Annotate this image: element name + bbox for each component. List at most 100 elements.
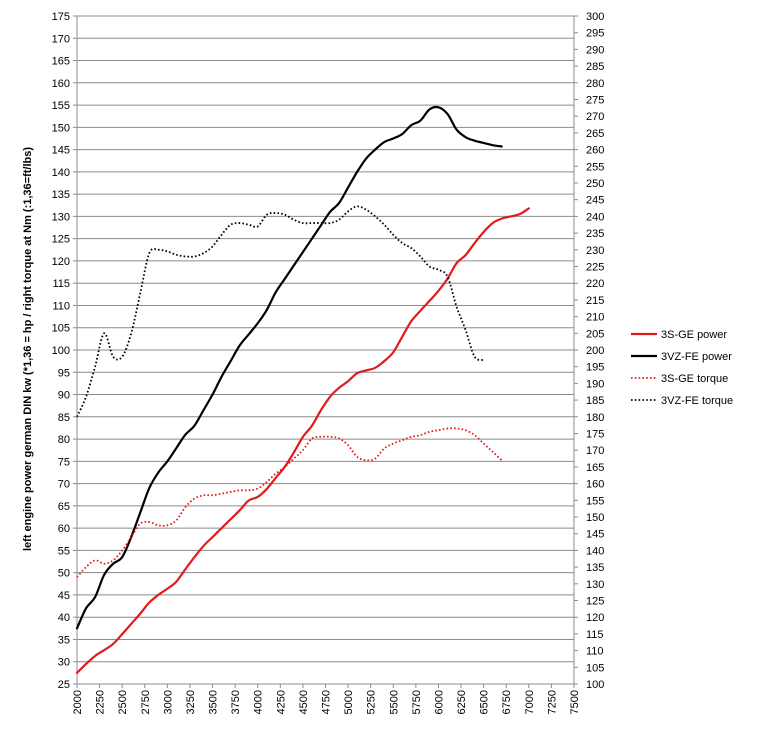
right-tick-label: 255 <box>586 161 604 173</box>
left-tick-label: 165 <box>52 56 70 68</box>
left-tick-label: 120 <box>52 256 70 268</box>
right-tick-label: 115 <box>586 629 604 641</box>
right-tick-label: 205 <box>586 328 604 340</box>
left-tick-label: 25 <box>58 679 70 691</box>
x-tick-label: 4000 <box>253 690 265 714</box>
legend-label: 3S-GE power <box>661 329 727 341</box>
right-tick-label: 215 <box>586 295 604 307</box>
left-tick-label: 140 <box>52 167 70 179</box>
left-tick-label: 65 <box>58 501 70 513</box>
right-tick-label: 185 <box>586 395 604 407</box>
right-tick-label: 275 <box>586 95 604 107</box>
right-tick-label: 260 <box>586 145 604 157</box>
x-axis-tick-labels: 2000 2250 2500 2750 3000 3250 3500 3750 4000 4250… <box>72 690 581 714</box>
x-tick-label: 7000 <box>524 690 536 714</box>
x-tick-label: 2500 <box>117 690 129 714</box>
left-tick-label: 55 <box>58 545 70 557</box>
right-tick-label: 220 <box>586 278 604 290</box>
left-tick-label: 45 <box>58 590 70 602</box>
left-tick-label: 160 <box>52 78 70 90</box>
axes <box>73 15 578 688</box>
left-tick-label: 155 <box>52 100 70 112</box>
right-axis-tick-labels: 100 105 110 115 120 125 130 135 140 145 150 155 160 1… <box>586 11 604 691</box>
left-tick-label: 80 <box>58 434 70 446</box>
right-tick-label: 190 <box>586 378 604 390</box>
legend-label: 3S-GE torque <box>661 373 728 385</box>
right-tick-label: 200 <box>586 345 604 357</box>
right-tick-label: 250 <box>586 178 604 190</box>
right-tick-label: 280 <box>586 78 604 90</box>
right-tick-label: 195 <box>586 362 604 374</box>
left-tick-label: 70 <box>58 479 70 491</box>
left-tick-label: 175 <box>52 11 70 23</box>
x-tick-label: 6000 <box>433 690 445 714</box>
right-tick-label: 210 <box>586 312 604 324</box>
right-tick-label: 235 <box>586 228 604 240</box>
left-tick-label: 75 <box>58 456 70 468</box>
right-tick-label: 125 <box>586 596 604 608</box>
x-tick-label: 7250 <box>546 690 558 714</box>
x-tick-label: 4750 <box>321 690 333 714</box>
right-tick-label: 120 <box>586 612 604 624</box>
right-tick-label: 245 <box>586 195 604 207</box>
left-tick-label: 90 <box>58 390 70 402</box>
series-line-4 <box>76 205 484 418</box>
x-tick-label: 6500 <box>479 690 491 714</box>
right-tick-label: 300 <box>586 11 604 23</box>
x-tick-label: 3250 <box>185 690 197 714</box>
left-tick-label: 30 <box>58 657 70 669</box>
left-tick-label: 35 <box>58 634 70 646</box>
left-tick-label: 170 <box>52 33 70 45</box>
x-tick-label: 2000 <box>72 690 84 714</box>
x-tick-label: 7500 <box>569 690 581 714</box>
left-tick-label: 130 <box>52 211 70 223</box>
left-tick-label: 110 <box>52 300 70 312</box>
series-lines <box>75 105 530 674</box>
x-tick-label: 5500 <box>388 690 400 714</box>
right-tick-label: 180 <box>586 412 604 424</box>
right-tick-label: 265 <box>586 128 604 140</box>
left-tick-label: 150 <box>52 122 70 134</box>
x-tick-label: 4250 <box>275 690 287 714</box>
right-tick-label: 285 <box>586 61 604 73</box>
x-tick-label: 3750 <box>230 690 242 714</box>
right-tick-label: 230 <box>586 245 604 257</box>
y-axis-label: left engine power german DIN kw (*1,36 =… <box>22 147 34 551</box>
right-tick-label: 290 <box>586 44 604 56</box>
horizontal-gridlines <box>77 15 574 685</box>
x-tick-label: 5250 <box>366 690 378 714</box>
x-tick-label: 2750 <box>140 690 152 714</box>
x-tick-label: 5000 <box>343 690 355 714</box>
right-tick-label: 110 <box>586 646 604 658</box>
right-tick-label: 105 <box>586 662 604 674</box>
left-tick-label: 115 <box>52 278 70 290</box>
left-tick-label: 125 <box>52 234 70 246</box>
x-tick-label: 5750 <box>411 690 423 714</box>
x-tick-label: 6750 <box>501 690 513 714</box>
x-tick-label: 6250 <box>456 690 468 714</box>
left-tick-label: 85 <box>58 412 70 424</box>
right-tick-label: 270 <box>586 111 604 123</box>
left-axis-tick-labels: 25 30 35 40 45 50 55 60 65 70 75 80 85 90 95 100 105 110 1… <box>52 11 70 691</box>
right-tick-label: 240 <box>586 211 604 223</box>
left-tick-label: 40 <box>58 612 70 624</box>
left-tick-label: 95 <box>58 367 70 379</box>
right-tick-label: 150 <box>586 512 604 524</box>
legend-label: 3VZ-FE torque <box>661 395 733 407</box>
right-tick-label: 145 <box>586 529 604 541</box>
series-line-2 <box>75 105 503 630</box>
right-tick-label: 295 <box>586 28 604 40</box>
left-tick-label: 60 <box>58 523 70 535</box>
legend: 3S-GE power 3VZ-FE power 3S-GE torque 3VZ-F… <box>631 329 733 407</box>
left-tick-label: 50 <box>58 568 70 580</box>
right-tick-label: 155 <box>586 495 604 507</box>
right-tick-label: 100 <box>586 679 604 691</box>
right-tick-label: 175 <box>586 429 604 441</box>
x-tick-label: 3000 <box>162 690 174 714</box>
left-tick-label: 105 <box>52 323 70 335</box>
series-line-1 <box>75 207 530 674</box>
left-tick-label: 145 <box>52 145 70 157</box>
left-tick-label: 100 <box>52 345 70 357</box>
x-tick-label: 4500 <box>298 690 310 714</box>
